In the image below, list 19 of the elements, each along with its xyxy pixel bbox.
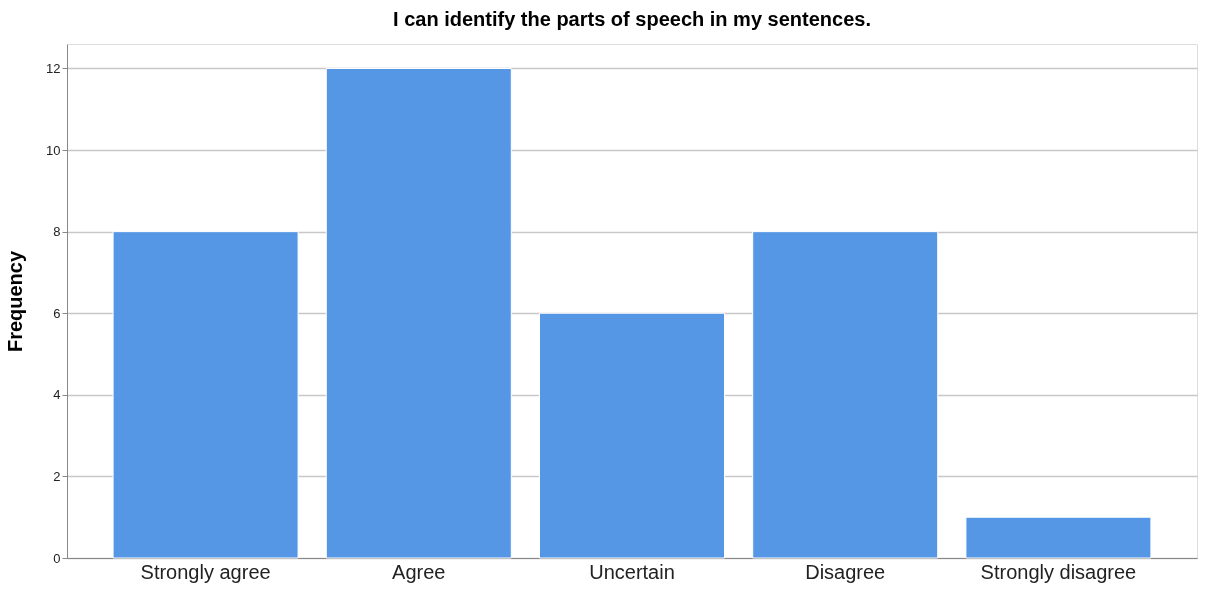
bar [325,67,512,559]
x-tick-label: Uncertain [589,560,675,583]
x-tick-label: Disagree [805,560,886,583]
bar [752,231,939,559]
chart-title: I can identify the parts of speech in my sentences. [393,8,871,30]
y-tick-label: 10 [46,142,61,158]
y-tick-label: 6 [53,305,61,321]
bar [112,231,299,559]
y-tick-label: 8 [53,224,61,240]
y-axis-title: Frequency [4,250,27,353]
x-tick-label: Agree [392,560,446,583]
y-tick-label: 0 [53,550,61,566]
bar [539,312,725,559]
bar [965,516,1152,559]
y-tick-label: 4 [53,387,61,403]
y-tick-label: 2 [53,468,61,484]
y-tick-label: 12 [46,60,61,76]
x-tick-label: Strongly agree [140,560,271,583]
x-tick-label: Strongly disagree [980,560,1137,583]
